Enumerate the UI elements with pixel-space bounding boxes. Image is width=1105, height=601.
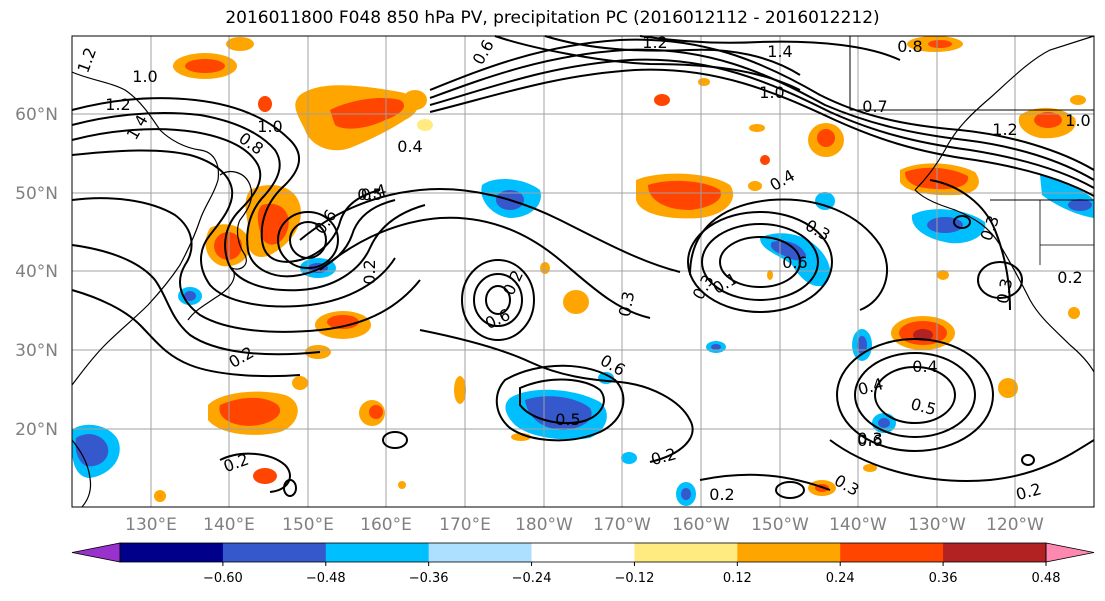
coastlines xyxy=(71,35,1095,508)
map-title: 2016011800 F048 850 hPa PV, precipitatio… xyxy=(225,8,880,28)
lon-label: 130°W xyxy=(908,515,966,535)
pv-contours xyxy=(71,35,1095,499)
contour-label: 1.0 xyxy=(759,83,784,102)
colorbar-segment xyxy=(120,543,224,562)
lat-label: 40°N xyxy=(15,262,58,282)
colorbar-tick-label: 0.36 xyxy=(929,571,958,586)
colorbar-tick-label: 0.48 xyxy=(1032,571,1061,586)
contour-label: 0.2 xyxy=(360,259,379,284)
contour-label: 0.6 xyxy=(857,431,882,450)
lat-label: 20°N xyxy=(15,420,58,440)
contour-label: 0.5 xyxy=(555,410,580,429)
lon-label: 170°E xyxy=(439,515,491,535)
latitude-labels: 60°N 50°N 40°N 30°N 20°N xyxy=(15,105,58,440)
colorbar-segment xyxy=(634,543,738,562)
contour-label: 0.4 xyxy=(397,137,422,156)
lat-label: 50°N xyxy=(15,184,58,204)
colorbar: −0.60 −0.48 −0.36 −0.24 −0.12 0.12 0.24 0.36 0.4… xyxy=(71,542,1095,586)
contour-label: 1.2 xyxy=(642,33,667,52)
contour-label: 0.8 xyxy=(897,37,922,56)
map-area xyxy=(71,35,1095,508)
colorbar-segment xyxy=(531,543,635,562)
colorbar-extend-max xyxy=(1045,542,1095,563)
colorbar-segment xyxy=(943,543,1047,562)
contour-label: 0.7 xyxy=(862,97,887,116)
colorbar-segment xyxy=(840,543,944,562)
lon-label: 140°W xyxy=(829,515,887,535)
colorbar-segment xyxy=(428,543,533,562)
lon-label: 160°W xyxy=(672,515,730,535)
colorbar-tick-label: −0.48 xyxy=(306,571,346,586)
contour-label: 1.2 xyxy=(992,120,1017,139)
colorbar-tick-label: −0.24 xyxy=(512,571,552,586)
colorbar-segment xyxy=(737,543,841,562)
contour-label: 1.2 xyxy=(105,95,130,114)
lon-label: 180°W xyxy=(515,515,573,535)
lat-label: 30°N xyxy=(15,341,58,361)
contour-label: 0.5 xyxy=(357,185,382,204)
map-gridlines xyxy=(72,36,1094,507)
colorbar-tick-label: −0.36 xyxy=(409,571,449,586)
contour-label: 0.2 xyxy=(1057,268,1082,287)
contour-label: 1.0 xyxy=(1065,111,1090,130)
lon-label: 160°E xyxy=(360,515,412,535)
contour-label: 0.6 xyxy=(782,253,807,272)
contour-label: 1.0 xyxy=(257,117,282,136)
contour-label: 0.2 xyxy=(709,485,734,504)
lon-label: 170°W xyxy=(593,515,651,535)
contour-label: 0.3 xyxy=(615,290,638,318)
longitude-labels: 130°E 140°E 150°E 160°E 170°E 180°W 170°… xyxy=(125,515,1044,535)
colorbar-tick-label: 0.12 xyxy=(723,571,752,586)
colorbar-tick-label: −0.60 xyxy=(203,571,243,586)
lon-label: 140°E xyxy=(203,515,255,535)
contour-label: 0.3 xyxy=(993,277,1016,305)
contour-label: 1.0 xyxy=(132,67,157,86)
colorbar-tick-label: −0.12 xyxy=(615,571,655,586)
lon-label: 120°W xyxy=(986,515,1044,535)
contour-label: 0.3 xyxy=(857,429,882,448)
lat-label: 60°N xyxy=(15,105,58,125)
lon-label: 150°E xyxy=(282,515,334,535)
contour-label: 0.4 xyxy=(912,357,937,376)
lon-label: 150°W xyxy=(751,515,809,535)
contour-label: 1.4 xyxy=(767,42,792,61)
colorbar-extend-min xyxy=(71,542,121,563)
colorbar-segment xyxy=(222,543,327,562)
precip-shading xyxy=(72,36,1094,506)
colorbar-segment xyxy=(325,543,430,562)
lon-label: 130°E xyxy=(125,515,177,535)
colorbar-tick-label: 0.24 xyxy=(826,571,855,586)
